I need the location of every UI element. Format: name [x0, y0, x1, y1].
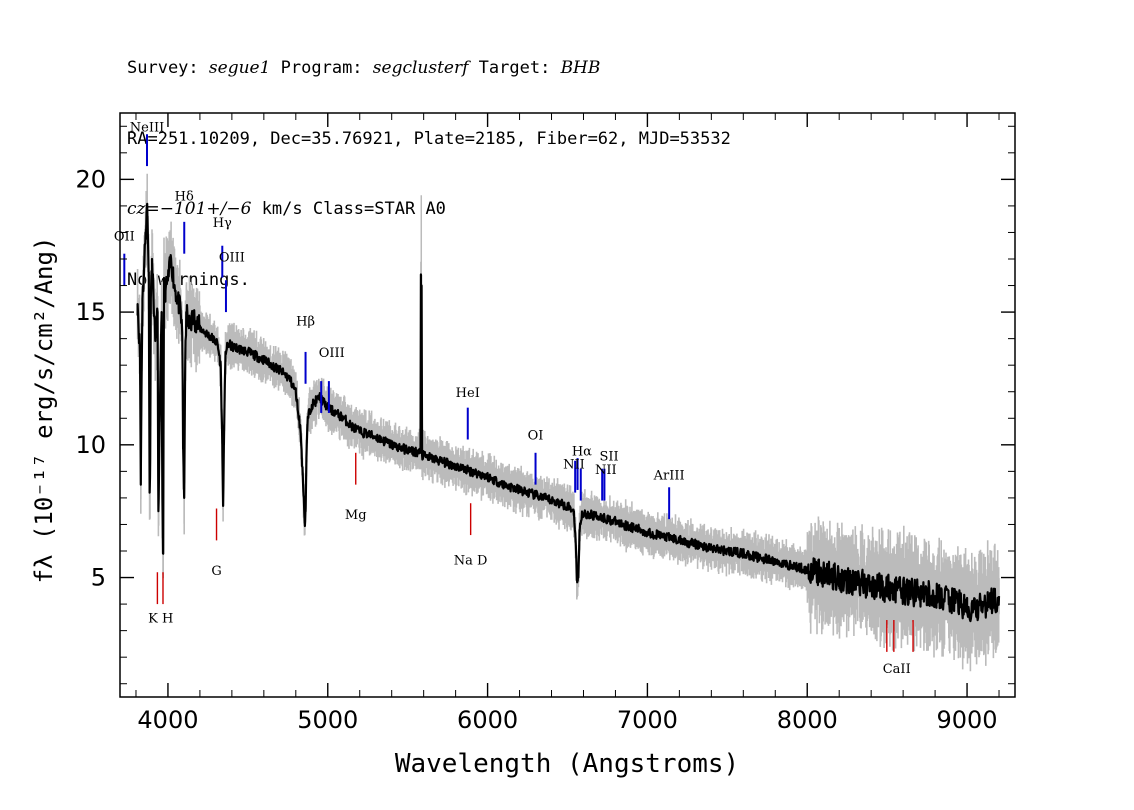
noise-band-path	[136, 173, 1000, 672]
y-axis-label: fλ (10⁻¹⁷ erg/s/cm²/Ang)	[30, 237, 58, 584]
line-label: NII	[595, 463, 617, 478]
line-label: SII	[599, 450, 618, 465]
target-value: BHB	[560, 58, 601, 78]
line-label: Mg	[345, 508, 367, 523]
target-label: Target:	[478, 58, 551, 78]
y-tick-label: 20	[75, 165, 106, 193]
line-label: Hα	[572, 444, 592, 459]
x-tick-label: 8000	[777, 706, 838, 734]
x-tick-label: 7000	[617, 706, 678, 734]
header-line-redshift: cz=−101+/−6 km/s Class=STAR A0	[127, 198, 731, 222]
redshift-value: cz=−101+/−6	[127, 199, 252, 219]
flux-line	[136, 202, 1001, 623]
line-label: K H	[148, 612, 173, 627]
x-tick-label: 6000	[457, 706, 518, 734]
line-label: OIII	[319, 346, 345, 361]
survey-label: Survey:	[127, 58, 199, 78]
line-label: OI	[528, 429, 544, 444]
class-text: km/s Class=STAR A0	[251, 199, 446, 219]
y-tick-label: 15	[75, 298, 106, 326]
line-label: OIII	[219, 251, 245, 266]
line-label: Hδ	[175, 190, 194, 205]
x-tick-label: 9000	[937, 706, 998, 734]
line-label: G	[211, 564, 221, 579]
line-label: Na D	[454, 553, 488, 568]
x-tick-label: 5000	[297, 706, 358, 734]
spectrum-header: Survey: segue1 Program: segclusterf Targ…	[127, 10, 731, 316]
axis-ticks: 4000 5000 6000 7000 8000 9000 5 10 15 20	[75, 113, 1015, 734]
line-label: Hβ	[296, 314, 315, 329]
line-label: CaII	[883, 662, 911, 677]
program-value: segclusterf	[372, 58, 469, 78]
line-label: ArIII	[653, 468, 685, 483]
line-label: HeI	[456, 386, 480, 401]
header-line-coordinates: RA=251.10209, Dec=35.76921, Plate=2185, …	[127, 128, 731, 149]
y-tick-label: 5	[91, 564, 106, 592]
program-label: Program:	[280, 58, 363, 78]
x-axis-label: Wavelength (Angstroms)	[395, 749, 739, 779]
y-tick-label: 10	[75, 431, 106, 459]
header-line-survey: Survey: segue1 Program: segclusterf Targ…	[127, 57, 731, 81]
x-tick-label: 4000	[137, 706, 198, 734]
line-label: Hγ	[213, 216, 232, 231]
plot-frame	[119, 112, 1016, 698]
noise-band	[136, 173, 1000, 672]
line-label: OII	[114, 229, 135, 244]
line-markers	[123, 134, 914, 652]
line-label: NII	[563, 458, 585, 473]
line-label: NeIII	[130, 121, 164, 136]
survey-value: segue1	[208, 58, 271, 78]
flux-series	[136, 202, 1001, 623]
